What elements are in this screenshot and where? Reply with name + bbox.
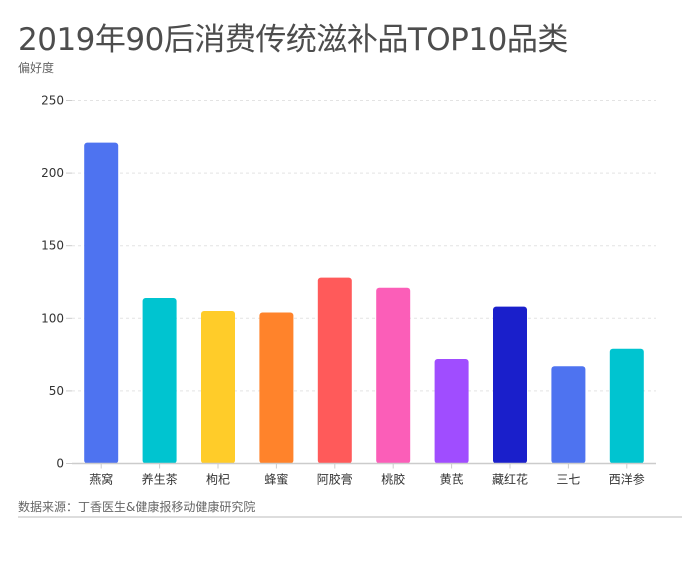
y-tick-label: 200	[41, 166, 64, 180]
x-tick-label: 三七	[556, 473, 580, 487]
x-tick-label: 养生茶	[142, 472, 178, 487]
bar-枸杞	[201, 311, 235, 464]
bar-燕窝	[84, 142, 119, 464]
y-tick-label: 150	[41, 239, 64, 253]
x-tick-label: 西洋参	[609, 472, 645, 487]
x-tick-label: 枸杞	[206, 472, 230, 487]
bar-藏红花	[493, 306, 527, 464]
y-tick-label: 50	[49, 384, 64, 398]
source-note: 数据来源：丁香医生&健康报移动健康研究院	[18, 500, 256, 514]
chart-title: 2019年90后消费传统滋补品TOP10品类	[18, 22, 568, 58]
x-tick-label: 藏红花	[492, 472, 528, 487]
x-tick-label: 桃胶	[381, 472, 405, 487]
y-tick-label: 250	[41, 94, 64, 108]
bar-养生茶	[142, 297, 177, 464]
bar-三七	[551, 366, 586, 464]
bar-阿胶膏	[317, 277, 352, 464]
y-tick-label: 0	[56, 457, 64, 471]
x-tick-label: 燕窝	[89, 472, 113, 487]
bar-桃胶	[376, 287, 411, 464]
x-tick-label: 阿胶膏	[317, 472, 353, 487]
x-tick-label: 蜂蜜	[264, 472, 288, 487]
bar-蜂蜜	[259, 312, 294, 464]
y-axis-label: 偏好度	[18, 61, 55, 75]
x-tick-label: 黄芪	[440, 473, 464, 487]
bar-黄芪	[434, 358, 469, 464]
bar-西洋参	[609, 348, 644, 464]
footer-divider	[18, 516, 682, 518]
y-tick-label: 100	[41, 311, 64, 325]
